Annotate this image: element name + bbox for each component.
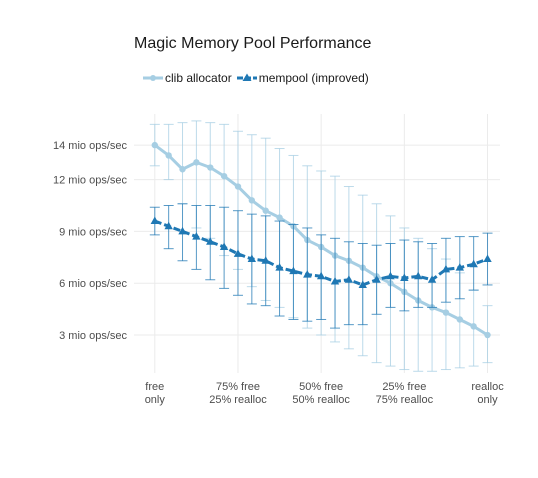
point-mempool: [219, 242, 229, 250]
point-mempool: [316, 271, 326, 280]
x-tick-label: 75% free: [216, 381, 260, 393]
point-mempool: [441, 264, 451, 273]
point-mempool: [289, 266, 298, 275]
x-tick-label: 50% realloc: [292, 394, 350, 406]
legend-item-mempool: mempool (improved): [236, 71, 369, 85]
point-mempool: [192, 232, 201, 240]
point-mempool: [150, 216, 159, 225]
x-tick-label: 25% free: [382, 381, 426, 393]
x-tick-label: only: [145, 394, 166, 406]
point-clib: [262, 207, 269, 214]
point-mempool: [372, 275, 381, 283]
legend-key-mempool-icon: [236, 73, 257, 81]
point-mempool: [414, 271, 423, 280]
x-tick-label: 50% free: [299, 381, 343, 393]
point-mempool: [358, 280, 367, 288]
point-clib: [248, 197, 256, 204]
x-tick-label: 25% realloc: [209, 394, 267, 406]
point-mempool: [206, 237, 215, 245]
legend: clib allocator mempool (improved): [142, 71, 373, 85]
point-mempool: [469, 259, 478, 268]
x-tick-label: only: [477, 394, 498, 406]
point-clib: [276, 214, 283, 221]
legend-item-clib: clib allocator: [142, 71, 232, 85]
point-clib: [151, 141, 158, 149]
point-mempool: [427, 275, 437, 283]
x-tick-label: 75% realloc: [376, 394, 434, 406]
point-clib: [179, 166, 186, 173]
y-tick-label: 6 mio ops/sec: [59, 278, 127, 290]
point-mempool: [386, 271, 395, 280]
point-clib: [470, 323, 477, 330]
point-clib: [220, 172, 228, 180]
point-mempool: [344, 275, 354, 283]
point-clib: [442, 309, 450, 316]
point-mempool: [275, 263, 284, 271]
point-mempool: [164, 221, 173, 230]
legend-key-clib-icon: [143, 75, 163, 81]
point-mempool: [303, 270, 312, 278]
y-tick-label: 9 mio ops/sec: [59, 226, 127, 238]
point-clib: [484, 331, 491, 339]
point-clib: [234, 183, 242, 190]
point-mempool: [233, 249, 243, 257]
legend-label-mempool: mempool (improved): [258, 71, 369, 85]
point-mempool: [483, 254, 492, 263]
x-tick-label: free: [145, 381, 164, 393]
point-clib: [456, 316, 463, 323]
y-tick-label: 12 mio ops/sec: [53, 175, 127, 187]
chart-title: Magic Memory Pool Performance: [134, 35, 372, 52]
y-tick-label: 14 mio ops/sec: [53, 140, 127, 152]
point-mempool: [400, 273, 409, 282]
point-clib: [193, 159, 200, 166]
legend-label-clib: clib allocator: [165, 71, 232, 85]
x-tick-label: realloc: [471, 381, 504, 393]
point-mempool: [178, 226, 187, 235]
point-mempool: [455, 263, 464, 271]
point-clib: [207, 164, 214, 171]
point-mempool: [247, 254, 257, 263]
point-mempool: [261, 256, 270, 264]
y-tick-label: 3 mio ops/sec: [59, 330, 127, 342]
point-mempool: [330, 276, 340, 285]
point-clib: [165, 152, 172, 159]
